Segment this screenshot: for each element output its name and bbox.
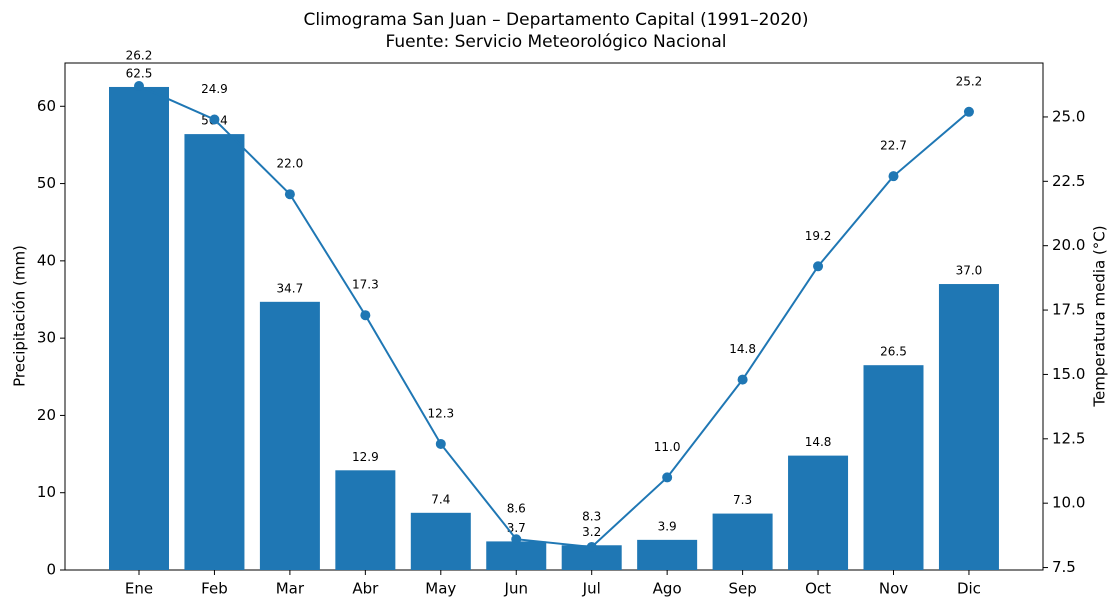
line-value-label: 17.3: [352, 278, 379, 292]
y2-tick-label: 25.0: [1052, 107, 1085, 125]
bar: [486, 541, 547, 570]
line-value-label: 8.3: [582, 509, 601, 523]
bar: [938, 284, 999, 570]
x-tick-label: Oct: [805, 580, 831, 598]
line-value-label: 22.7: [880, 139, 907, 153]
bar: [410, 512, 471, 570]
bar-value-label: 12.9: [352, 450, 379, 464]
y-tick-label: 40: [37, 251, 56, 269]
line-value-label: 8.6: [507, 502, 526, 516]
bar-value-label: 3.7: [507, 521, 526, 535]
y-tick-label: 50: [37, 174, 56, 192]
line-value-label: 24.9: [201, 82, 228, 96]
bar-value-label: 37.0: [956, 264, 983, 278]
bar: [335, 470, 396, 570]
line-value-label: 26.2: [126, 49, 153, 63]
bar-value-label: 34.7: [277, 281, 304, 295]
line-point: [360, 310, 371, 321]
y2-axis-label: Temperatura media (°C): [1091, 225, 1109, 407]
y2-tick-label: 10.0: [1052, 494, 1085, 512]
bar-value-label: 3.9: [658, 519, 677, 533]
line-value-label: 12.3: [427, 406, 454, 420]
bar-value-label: 14.8: [805, 435, 832, 449]
bar: [259, 301, 320, 570]
line-value-label: 25.2: [956, 74, 983, 88]
x-tick-label: Ene: [125, 580, 153, 598]
y-tick-label: 60: [37, 97, 56, 115]
bar: [184, 134, 245, 571]
y-tick-label: 30: [37, 329, 56, 347]
line-value-label: 22.0: [277, 157, 304, 171]
line-value-label: 14.8: [729, 342, 756, 356]
line-point: [737, 374, 748, 385]
x-tick-label: Ago: [653, 580, 682, 598]
y-tick-label: 20: [37, 406, 56, 424]
line-point: [209, 114, 220, 125]
line-point: [134, 81, 144, 92]
y2-tick-label: 7.5: [1052, 558, 1076, 576]
bar: [712, 513, 773, 570]
line-point: [435, 438, 446, 449]
line-point: [963, 106, 974, 117]
bar: [637, 539, 698, 570]
x-tick-label: Feb: [201, 580, 228, 598]
x-tick-label: Jun: [504, 580, 528, 598]
x-tick-label: Abr: [352, 580, 379, 598]
line-point: [586, 541, 597, 552]
line-point: [284, 189, 295, 200]
x-tick-label: Nov: [879, 580, 908, 598]
line-value-label: 11.0: [654, 440, 681, 454]
plot-frame: [64, 62, 1044, 571]
y-tick-label: 10: [37, 483, 56, 501]
line-point: [888, 171, 899, 182]
bar-value-label: 3.2: [582, 525, 601, 539]
y2-tick-label: 12.5: [1052, 429, 1085, 447]
y2-tick-label: 15.0: [1052, 365, 1085, 383]
bar: [788, 455, 849, 570]
x-tick-label: Jul: [582, 580, 601, 598]
temperature-line: [138, 85, 970, 548]
chart-title: Climograma San Juan – Departamento Capit…: [304, 10, 809, 30]
y-axis-label: Precipitación (mm): [11, 245, 29, 387]
line-point: [813, 261, 824, 272]
y2-tick-label: 20.0: [1052, 236, 1085, 254]
bar-value-label: 26.5: [880, 345, 907, 359]
bar-value-label: 62.5: [126, 66, 153, 80]
x-tick-label: May: [425, 580, 456, 598]
y-tick-label: 0: [46, 561, 56, 579]
line-point: [662, 472, 673, 483]
x-tick-label: Dic: [957, 580, 981, 598]
bar: [109, 86, 169, 571]
bar: [863, 365, 924, 570]
x-tick-label: Mar: [276, 580, 305, 598]
y2-tick-label: 17.5: [1052, 301, 1085, 319]
bar-value-label: 7.3: [733, 493, 752, 507]
chart-subtitle: Fuente: Servicio Meteorológico Nacional: [386, 32, 727, 52]
x-tick-label: Sep: [728, 580, 756, 598]
line-point: [511, 534, 522, 545]
y2-tick-label: 22.5: [1052, 172, 1085, 190]
bar-value-label: 7.4: [431, 492, 450, 506]
line-value-label: 19.2: [805, 229, 832, 243]
